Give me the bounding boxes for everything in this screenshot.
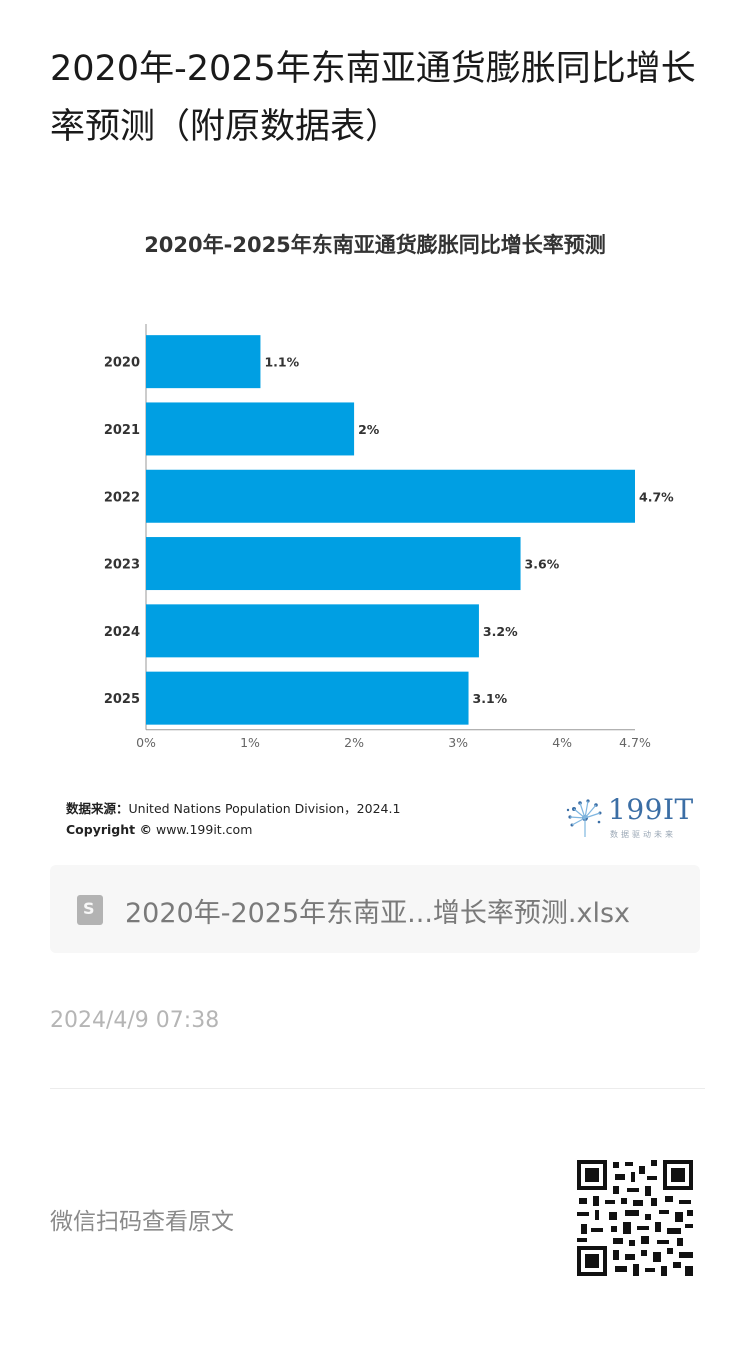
bar — [146, 469, 635, 523]
data-label: 2% — [358, 422, 380, 437]
attachment-filename[interactable]: 2020年-2025年东南亚...增长率预测.xlsx — [125, 898, 631, 929]
category-label: 2025 — [104, 692, 140, 707]
bar — [146, 402, 355, 456]
chart-card: 2020年-2025年东南亚通货膨胀同比增长率预测 2020 1.1% 2021 2%… — [50, 205, 700, 850]
copyright-line: Copyright © www.199it.com — [66, 819, 400, 840]
attachment-card[interactable]: S 2020年-2025年东南亚...增长率预测.xlsx — [50, 865, 700, 953]
x-tick-label: 0% — [136, 735, 156, 750]
x-tick-label: 2% — [344, 735, 364, 750]
brand-name: 199IT — [608, 793, 694, 826]
category-label: 2020 — [104, 356, 140, 371]
bar-chart: 2020 1.1% 2021 2% 2022 4.7% 2023 3.6% 2024 3.2% 20… — [104, 324, 674, 750]
chart-footer: 数据来源：United Nations Population Division，… — [66, 798, 400, 840]
category-label: 2022 — [104, 490, 140, 505]
spreadsheet-file-icon: S — [77, 895, 103, 925]
copyright-label: Copyright © — [66, 822, 152, 837]
brand-logo: 199IT 数据驱动未来 — [562, 793, 694, 843]
copyright-text: www.199it.com — [155, 822, 253, 837]
brand-slogan: 数据驱动未来 — [610, 830, 676, 839]
category-label: 2021 — [104, 423, 140, 438]
data-label: 3.1% — [473, 691, 508, 706]
publish-timestamp: 2024/4/9 07:38 — [50, 1008, 220, 1033]
data-label: 3.6% — [525, 557, 560, 572]
source-label: 数据来源： — [66, 801, 129, 816]
data-label: 3.2% — [483, 624, 518, 639]
data-label: 1.1% — [264, 355, 299, 370]
x-tick-label: 3% — [448, 735, 468, 750]
category-label: 2023 — [104, 558, 140, 573]
divider — [50, 1088, 705, 1089]
category-label: 2024 — [104, 625, 140, 640]
qr-code-icon[interactable] — [575, 1158, 695, 1278]
dandelion-logo-icon — [566, 799, 602, 837]
bar — [146, 335, 261, 389]
chart-title: 2020年-2025年东南亚通货膨胀同比增长率预测 — [144, 233, 606, 257]
x-tick-label: 1% — [240, 735, 260, 750]
x-tick-label: 4.7% — [619, 735, 651, 750]
qr-label: 微信扫码查看原文 — [50, 1209, 234, 1235]
data-label: 4.7% — [639, 489, 674, 504]
bar — [146, 537, 521, 591]
source-line: 数据来源：United Nations Population Division，… — [66, 798, 400, 819]
source-text: United Nations Population Division，2024.… — [128, 801, 401, 816]
article-title: 2020年-2025年东南亚通货膨胀同比增长率预测（附原数据表） — [50, 49, 696, 147]
bar — [146, 604, 479, 658]
x-tick-label: 4% — [552, 735, 572, 750]
bar — [146, 671, 469, 725]
